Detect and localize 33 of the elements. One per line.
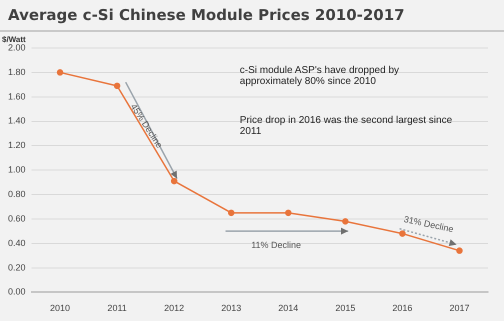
x-tick-label: 2016 — [392, 303, 412, 314]
point — [170, 178, 178, 184]
y-tick-label: 1.80 — [8, 66, 26, 77]
point — [56, 69, 64, 76]
x-tick-label: 2015 — [335, 303, 356, 314]
point — [228, 210, 234, 216]
y-tick-label: 1.20 — [8, 140, 26, 150]
y-tick-label: 0.80 — [8, 189, 26, 200]
annotation: Price drop in 2016 was the second largest since 2011 — [240, 115, 454, 138]
y-tick-label: 0.60 — [8, 213, 26, 224]
point — [456, 247, 463, 254]
y-tick-label: 1.60 — [8, 91, 26, 102]
point — [114, 82, 120, 90]
annotation: 11% Decline — [251, 240, 302, 250]
annotation: c-Si module ASP's have dropped by approximately 80% since 2010 — [240, 65, 400, 88]
x-tick-label: 2010 — [50, 303, 70, 314]
y-tick-label: 2.00 — [8, 42, 26, 52]
x-tick-label: 2012 — [164, 303, 184, 314]
y-tick-label: 1.00 — [8, 164, 26, 175]
y-tick-label: 0.20 — [8, 262, 26, 272]
point — [342, 218, 349, 225]
y-tick-label: 0.00 — [8, 286, 26, 297]
x-tick-label: 2017 — [449, 303, 470, 314]
point — [399, 230, 406, 237]
y-axis-title: $/Watt — [2, 35, 26, 44]
x-tick-label: 2014 — [278, 303, 298, 314]
y-tick-label: 1.40 — [8, 116, 26, 126]
annotation: 31% Decline — [403, 214, 455, 234]
x-tick-label: 2011 — [107, 303, 127, 314]
y-tick-label: 0.40 — [8, 238, 26, 248]
chart-title: Average c-Si Chinese Module Prices 2010-2017 — [8, 6, 405, 24]
point — [285, 210, 292, 216]
x-tick-label: 2013 — [221, 303, 242, 314]
